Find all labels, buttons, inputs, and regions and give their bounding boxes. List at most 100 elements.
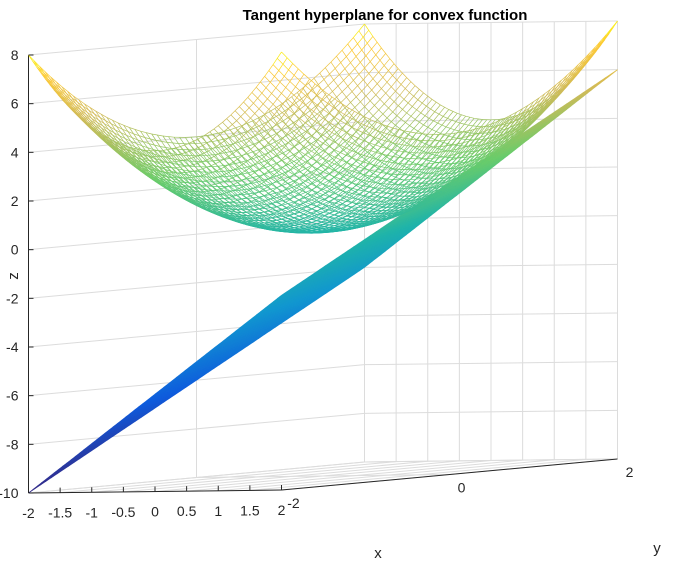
plane-mesh-line xyxy=(263,327,276,336)
plane-mesh-line xyxy=(302,295,315,304)
plane-mesh-line xyxy=(134,408,147,417)
plane-mesh-line xyxy=(222,354,235,363)
plane-mesh-line xyxy=(161,393,173,402)
plane-mesh-line xyxy=(374,246,386,255)
plane-mesh-line xyxy=(182,377,195,386)
plane-mesh-line xyxy=(311,292,323,301)
plane-mesh-line xyxy=(339,271,351,280)
plane-mesh-line xyxy=(265,321,277,330)
plane-mesh-line xyxy=(171,384,183,393)
plane-mesh-line xyxy=(150,401,162,410)
plane-mesh-line xyxy=(350,268,362,277)
plane-mesh-line xyxy=(278,316,291,325)
plane-mesh-line xyxy=(239,340,252,349)
plane-mesh-line xyxy=(370,250,382,259)
plane-mesh-line xyxy=(115,425,127,435)
plane-mesh-line xyxy=(165,390,178,399)
plane-mesh-line xyxy=(108,426,120,435)
plane-mesh-line xyxy=(283,309,295,318)
plane-mesh-line xyxy=(357,263,369,272)
plane-mesh-line xyxy=(106,428,119,437)
plane-mesh-line xyxy=(98,435,110,444)
plane-mesh-line xyxy=(333,277,346,286)
plane-mesh-line xyxy=(101,434,113,443)
plane-mesh-line xyxy=(582,86,594,95)
plane-mesh-line xyxy=(360,259,372,268)
plane-mesh-line xyxy=(347,265,360,274)
grid-line-z xyxy=(28,315,365,348)
plane-mesh-line xyxy=(81,444,94,453)
plane-mesh-line xyxy=(155,399,168,408)
plane-mesh-line xyxy=(115,422,127,431)
plane-mesh-line xyxy=(209,358,221,367)
plane-mesh-line xyxy=(155,395,168,404)
plane-mesh-line xyxy=(351,265,364,274)
plane-mesh-line xyxy=(140,410,152,419)
plane-mesh-line xyxy=(273,318,285,327)
plane-mesh-line xyxy=(248,334,260,343)
plane-mesh-line xyxy=(43,474,56,483)
plane-mesh-line xyxy=(386,240,399,249)
plane-mesh-line xyxy=(133,414,145,423)
plane-mesh-line xyxy=(129,413,141,422)
plane-mesh-line xyxy=(354,260,367,269)
plane-mesh-line xyxy=(314,291,326,300)
plane-mesh-line xyxy=(298,302,311,311)
plane-mesh-line xyxy=(227,350,239,359)
plane-mesh-line xyxy=(186,373,199,382)
plane-mesh-line xyxy=(157,393,169,402)
plane-mesh-line xyxy=(283,313,295,322)
plane-mesh-line xyxy=(318,288,330,297)
plane-mesh-line xyxy=(136,409,148,418)
plane-mesh-line xyxy=(173,387,186,396)
plane-mesh-line xyxy=(323,286,336,295)
plane-mesh-line xyxy=(39,477,52,486)
grid-line-z xyxy=(28,23,365,56)
plane-mesh-line xyxy=(232,345,245,354)
plane-mesh-line xyxy=(334,278,347,287)
plane-mesh-line xyxy=(47,471,60,480)
plane-mesh-line xyxy=(382,244,395,253)
plane-mesh-line xyxy=(92,437,105,446)
plane-mesh-line xyxy=(308,297,320,306)
plane-mesh-line xyxy=(206,363,218,372)
plane-mesh-line xyxy=(90,438,102,447)
plane-mesh-line xyxy=(357,260,370,269)
plane-mesh-line xyxy=(88,444,101,453)
plane-mesh-line xyxy=(116,423,129,432)
plane-mesh-line xyxy=(342,270,354,279)
plane-mesh-line xyxy=(129,417,141,426)
plane-mesh-line xyxy=(270,319,283,328)
plane-mesh-line xyxy=(246,332,259,341)
plane-mesh-line xyxy=(126,414,139,423)
plane-mesh-line xyxy=(172,382,185,391)
plane-mesh-line xyxy=(197,366,210,375)
plane-mesh-line xyxy=(294,301,307,310)
plane-mesh-line xyxy=(367,254,379,263)
plane-mesh-line xyxy=(176,382,189,391)
plane-mesh-line xyxy=(262,322,274,331)
plane-mesh-line xyxy=(286,308,298,317)
plane-mesh-line xyxy=(83,446,95,455)
plane-mesh-line xyxy=(157,396,169,405)
plane-mesh-line xyxy=(78,449,91,458)
plane-mesh-line xyxy=(97,433,109,442)
grid-line-y xyxy=(196,474,450,478)
plane-mesh-line xyxy=(395,234,407,243)
y-axis-line xyxy=(281,458,618,491)
plane-mesh-line xyxy=(196,368,208,377)
plane-mesh-line xyxy=(263,323,276,332)
plane-mesh-line xyxy=(295,303,308,312)
plane-mesh-line xyxy=(71,453,84,462)
plane-mesh-line xyxy=(242,336,255,345)
plane-mesh-line xyxy=(241,342,253,351)
plane-mesh-line xyxy=(258,329,270,338)
plane-mesh-line xyxy=(346,271,358,280)
chart-title: Tangent hyperplane for convex function xyxy=(243,7,528,24)
plane-mesh-line xyxy=(295,299,308,308)
plane-mesh-line xyxy=(267,323,280,332)
plane-mesh-line xyxy=(601,72,614,81)
plane-mesh-line xyxy=(297,304,309,313)
plane-mesh-line xyxy=(351,261,364,270)
plane-mesh-line xyxy=(73,451,85,460)
